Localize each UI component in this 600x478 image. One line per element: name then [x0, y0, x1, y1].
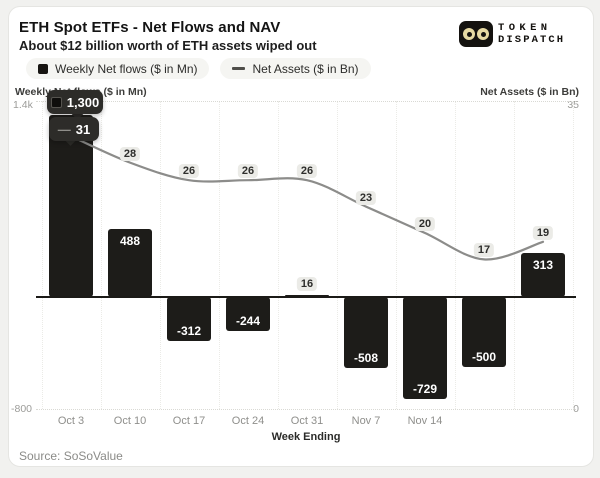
- bar-value-label: -729: [412, 382, 438, 397]
- page-title: ETH Spot ETFs - Net Flows and NAV: [19, 19, 281, 36]
- right-axis-title: Net Assets ($ in Bn): [480, 86, 579, 98]
- vertical-gridline: [454, 101, 456, 409]
- vertical-gridline: [572, 101, 574, 409]
- x-tick-label: Oct 10: [113, 415, 147, 427]
- line-value-pill: 26: [178, 164, 200, 179]
- x-axis-title: Week Ending: [271, 431, 341, 443]
- tooltip-line-value: — 31: [49, 117, 99, 141]
- owl-face-icon: [459, 21, 493, 47]
- bar-value-label: -508: [353, 351, 379, 366]
- x-tick-label: Nov 14: [407, 415, 443, 427]
- vertical-gridline: [218, 101, 220, 409]
- bar[interactable]: [226, 297, 270, 332]
- bar[interactable]: [167, 297, 211, 341]
- left-axis-max-tick: 1.4k: [13, 99, 33, 111]
- line-value-pill: 17: [473, 243, 495, 258]
- bar-value-label: 488: [119, 233, 141, 248]
- owl-right-eye-icon: [477, 28, 489, 40]
- line-value-pill: 26: [296, 164, 318, 179]
- vertical-gridline: [277, 101, 279, 409]
- bar-value-label: 313: [532, 258, 554, 273]
- chart-subtitle: About $12 billion worth of ETH assets wi…: [19, 38, 317, 53]
- x-tick-label: Oct 3: [57, 415, 85, 427]
- chart-card: ETH Spot ETFs - Net Flows and NAV About …: [8, 6, 594, 467]
- tooltip-line-dash-icon: —: [57, 121, 71, 137]
- net-assets-line-layer: [66, 131, 545, 261]
- x-tick-label: Oct 17: [172, 415, 206, 427]
- bar[interactable]: [108, 228, 152, 297]
- line-value-pill: 28: [119, 146, 141, 161]
- zero-baseline: [36, 296, 576, 298]
- bar[interactable]: [521, 253, 565, 297]
- bar-value-label: -312: [176, 323, 202, 338]
- legend: Weekly Net flows ($ in Mn) Net Assets ($…: [26, 58, 371, 79]
- left-axis-min-tick: -800: [11, 403, 33, 415]
- bar[interactable]: [344, 297, 388, 369]
- bar[interactable]: [285, 294, 329, 297]
- line-series-marker-icon: [232, 67, 246, 70]
- bar-value-label: -244: [235, 314, 261, 329]
- legend-item-net-assets[interactable]: Net Assets ($ in Bn): [220, 58, 371, 79]
- token-dispatch-logo: TOKEN DISPATCH: [459, 21, 565, 47]
- tooltip-bar-value: 1,300: [47, 90, 103, 114]
- net-assets-line[interactable]: [69, 135, 545, 261]
- line-value-pill: 19: [532, 225, 554, 240]
- bar-value-pill: 16: [296, 276, 318, 291]
- right-axis-min-tick: 0: [573, 403, 579, 415]
- x-tick-label: Nov 7: [351, 415, 381, 427]
- line-value-pill: 20: [414, 217, 436, 231]
- vertical-gridline: [395, 101, 397, 409]
- line-value-pill: 26: [237, 164, 259, 179]
- logo-wordmark: TOKEN DISPATCH: [498, 22, 566, 46]
- vertical-gridline: [100, 101, 102, 409]
- vertical-gridline: [513, 101, 515, 409]
- vertical-gridline: [336, 101, 338, 409]
- bar-value-label: -500: [471, 350, 497, 364]
- tooltip-bar-swatch-icon: [50, 96, 62, 108]
- x-tick-label: Oct 24: [231, 415, 265, 427]
- vertical-gridline: [41, 101, 43, 409]
- line-value-pill: 23: [355, 190, 377, 205]
- bar-series-marker-icon: [38, 63, 48, 74]
- vertical-gridline: [159, 101, 161, 409]
- bar[interactable]: [462, 297, 506, 367]
- bottom-gridline: [36, 409, 576, 410]
- bar[interactable]: [403, 297, 447, 400]
- top-gridline: [36, 101, 576, 102]
- owl-left-eye-icon: [463, 28, 475, 40]
- source-attribution: Source: SoSoValue: [19, 449, 123, 463]
- legend-item-net-flows[interactable]: Weekly Net flows ($ in Mn): [26, 58, 210, 79]
- x-tick-label: Oct 31: [290, 415, 324, 427]
